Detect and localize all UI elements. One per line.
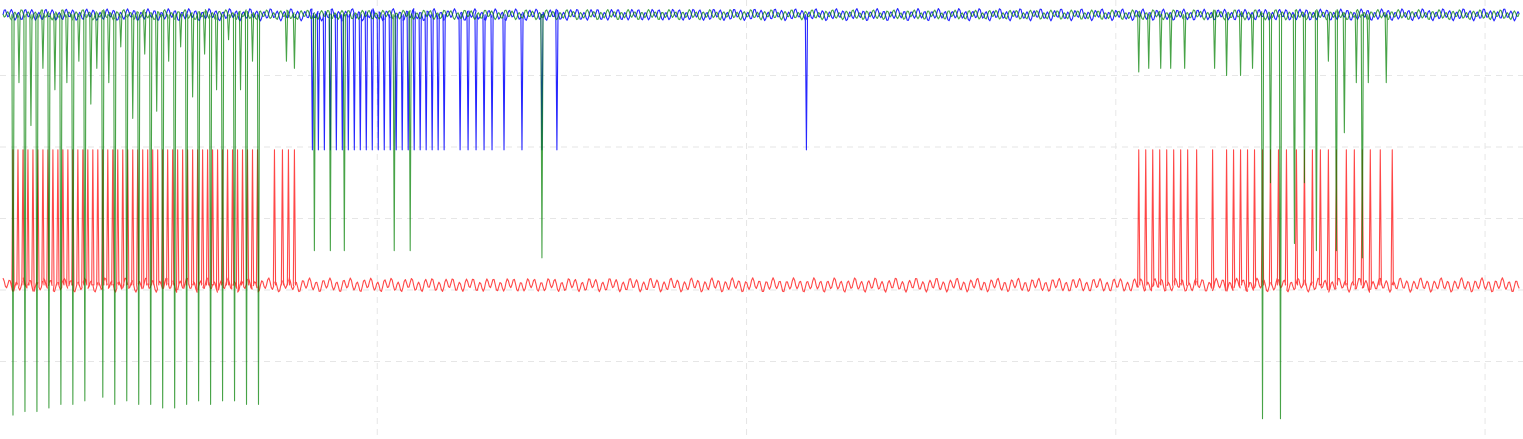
series-line-3: [2, 9, 1520, 420]
series-group: [2, 7, 1520, 420]
series-line-2: [2, 149, 1520, 293]
series-line-1: [2, 7, 1520, 151]
